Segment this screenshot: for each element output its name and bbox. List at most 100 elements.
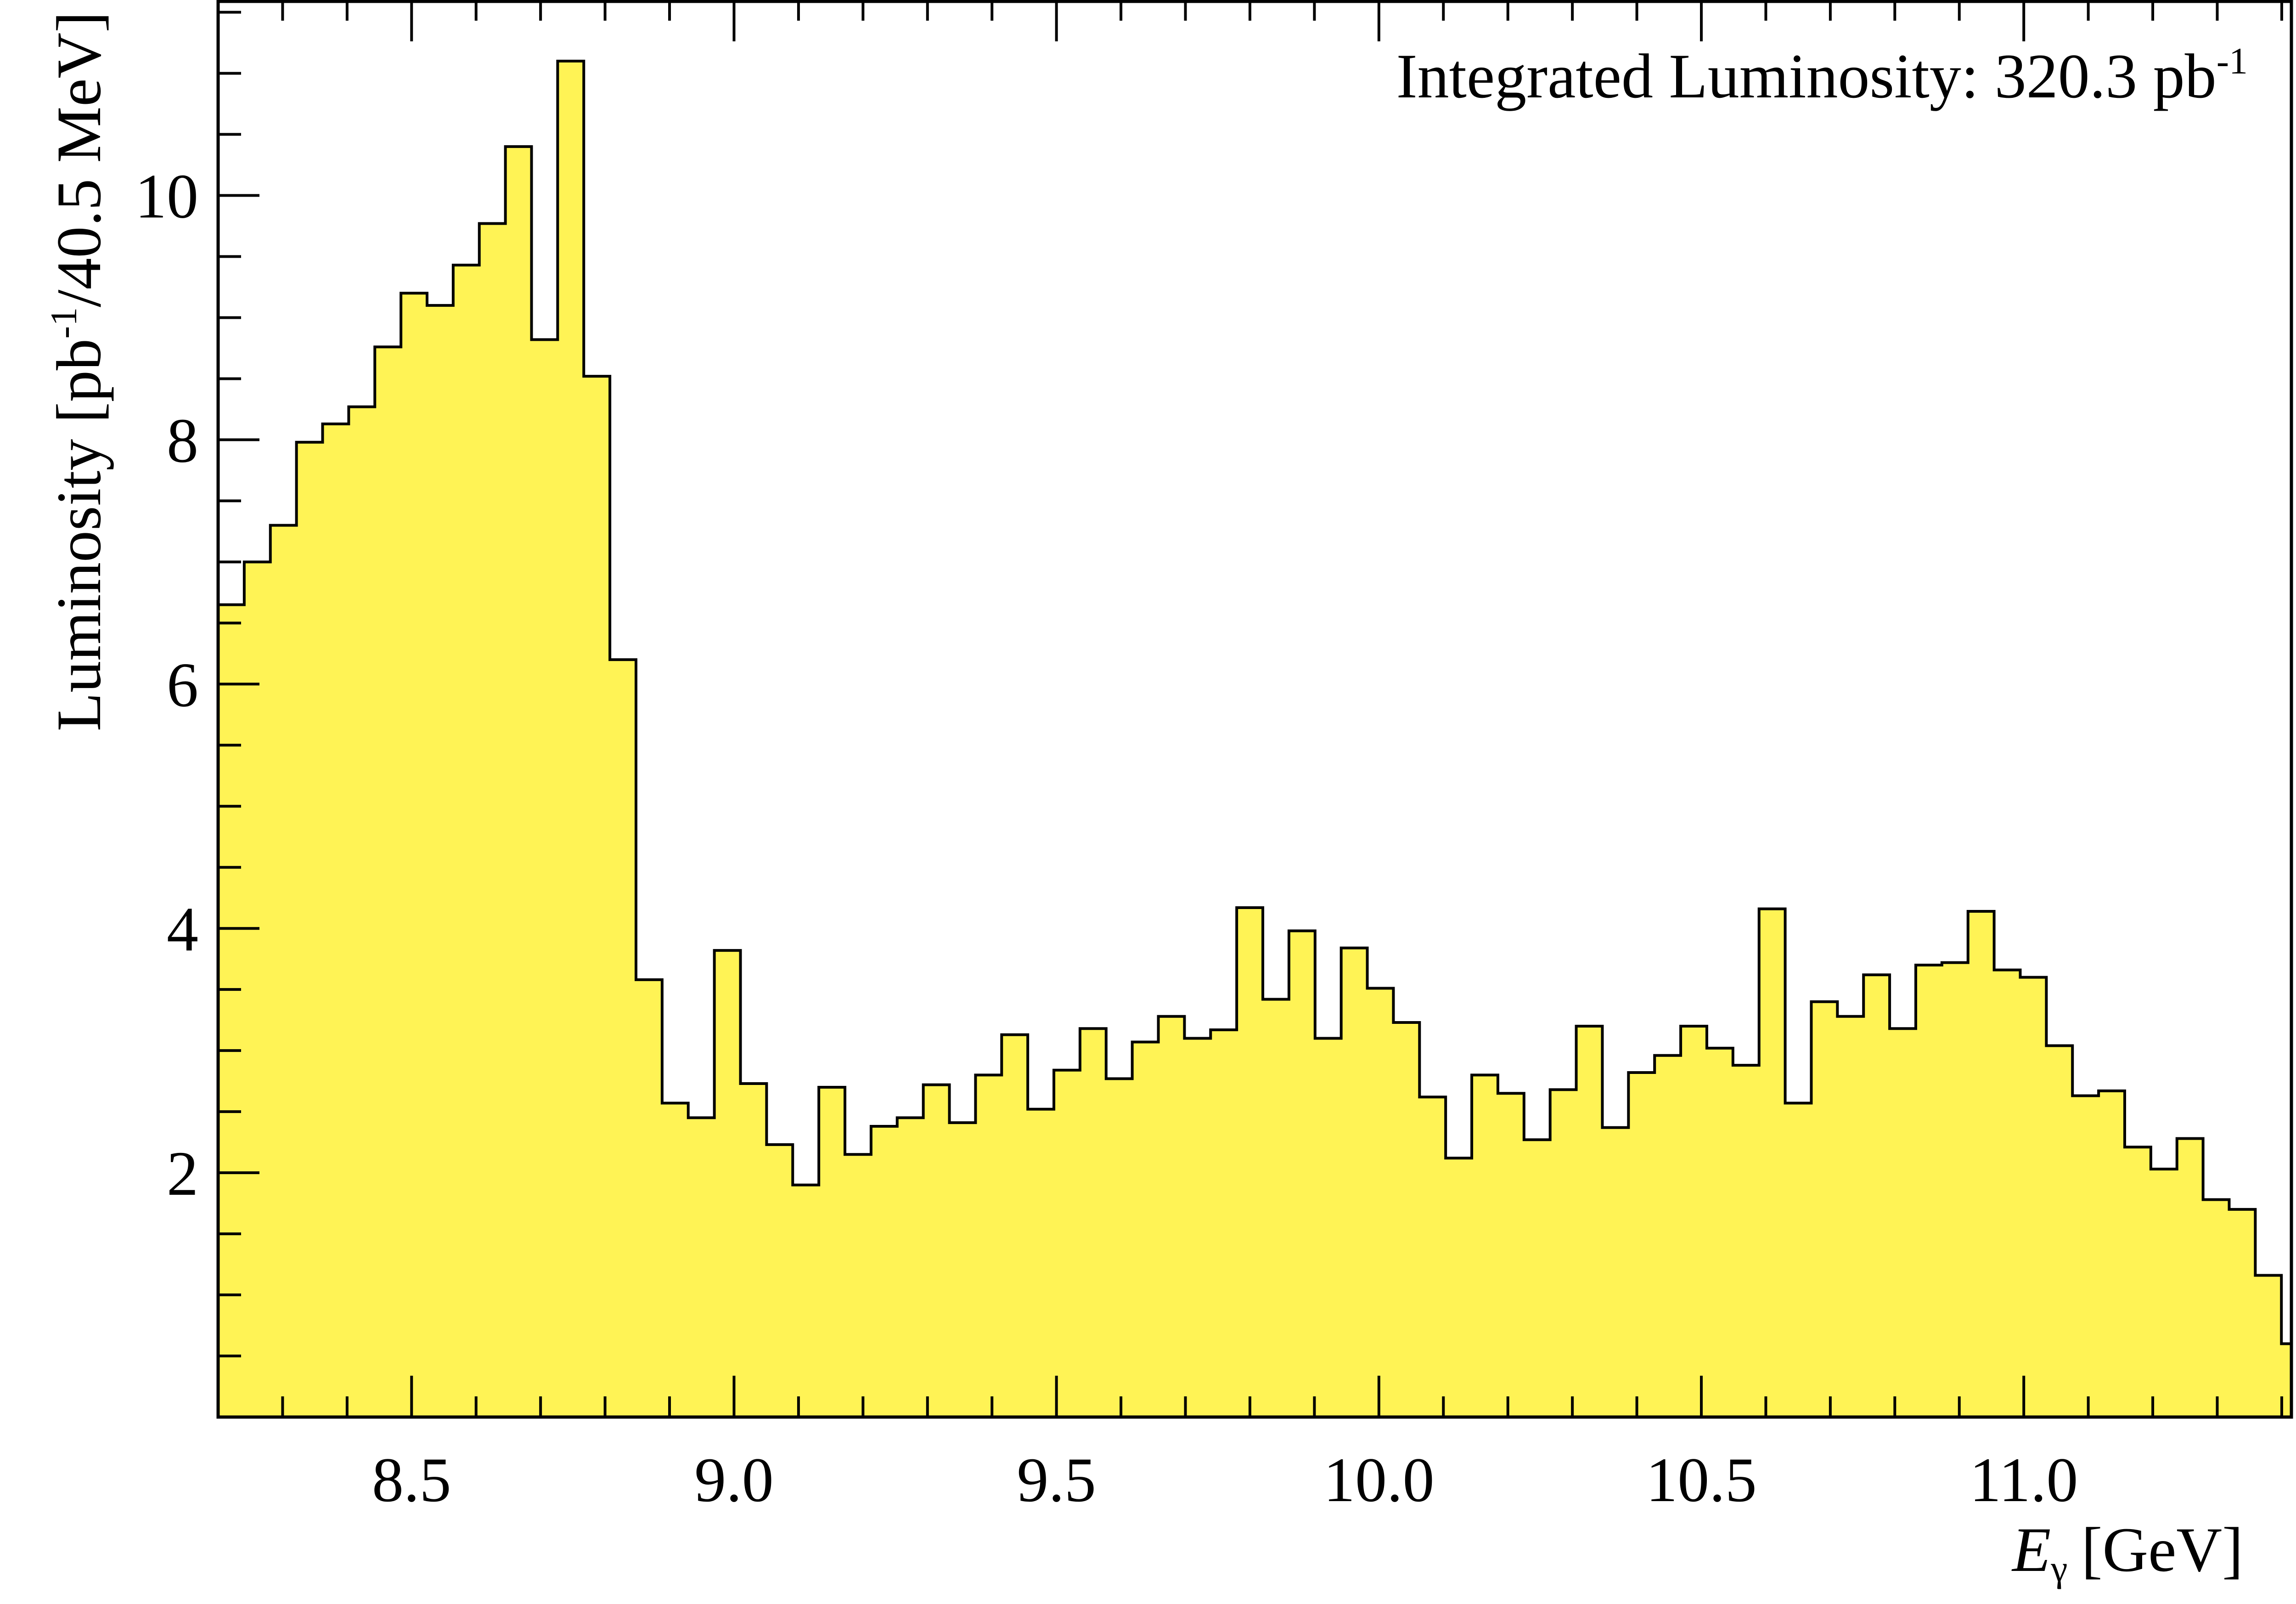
histogram-bin-26	[897, 1118, 924, 1417]
x-axis-unit: [GeV]	[2082, 1514, 2243, 1585]
histogram-bin-56	[1681, 1026, 1707, 1417]
histogram-bin-65	[1915, 965, 1942, 1417]
histogram-bin-78	[2255, 1275, 2282, 1417]
annotation-superscript: -1	[2217, 40, 2248, 82]
histogram-bin-24	[845, 1154, 872, 1417]
histogram-bin-46	[1419, 1097, 1446, 1417]
histogram-bin-63	[1863, 975, 1890, 1417]
histogram-bin-37	[1184, 1038, 1211, 1417]
histogram-bin-30	[1002, 1034, 1028, 1417]
y-tick-label: 10	[135, 161, 198, 232]
x-tick-label: 10.5	[1646, 1445, 1757, 1515]
histogram-bin-45	[1393, 1022, 1420, 1417]
histogram-bin-1	[244, 562, 271, 1417]
histogram-bin-2	[270, 525, 297, 1417]
histogram-bin-73	[2124, 1147, 2151, 1417]
histogram-bin-44	[1367, 988, 1394, 1417]
histogram-bin-67	[1968, 911, 1995, 1417]
histogram-bin-25	[871, 1126, 898, 1417]
histogram-bin-5	[349, 407, 376, 1417]
y-axis-title-post: /40.5 MeV]	[44, 11, 114, 307]
histogram-bin-54	[1628, 1073, 1655, 1417]
histogram-bin-22	[793, 1185, 819, 1417]
histogram-bin-10	[479, 223, 506, 1418]
y-tick-label: 6	[167, 650, 198, 720]
histogram-bin-12	[531, 339, 558, 1417]
x-tick-label: 11.0	[1970, 1445, 2078, 1515]
histogram-bin-3	[296, 442, 323, 1417]
x-axis-title: Eγ [GeV]	[2011, 1514, 2243, 1589]
histogram-bin-39	[1237, 907, 1263, 1417]
plot-area	[217, 59, 2292, 1418]
histogram-bin-51	[1550, 1090, 1577, 1417]
plot-frame	[216, 0, 2293, 1419]
y-tick-label: 8	[167, 405, 198, 475]
histogram-bin-48	[1472, 1075, 1498, 1417]
histogram-bin-52	[1576, 1026, 1603, 1417]
histogram-bin-77	[2229, 1209, 2256, 1417]
histogram-bin-13	[557, 61, 585, 1418]
histogram-bin-68	[1994, 970, 2021, 1417]
histogram-bin-38	[1210, 1029, 1237, 1417]
histogram-bin-61	[1811, 1001, 1838, 1417]
histogram-bin-14	[584, 376, 610, 1418]
histogram-bin-42	[1315, 1038, 1342, 1417]
histogram-bin-7	[401, 293, 428, 1417]
histogram-bin-70	[2046, 1045, 2073, 1417]
histogram-bin-58	[1733, 1065, 1760, 1417]
histogram-bin-43	[1341, 948, 1368, 1417]
x-tick-label: 10.0	[1323, 1445, 1435, 1515]
x-axis-subscript: γ	[2050, 1548, 2067, 1589]
histogram-bin-8	[427, 305, 454, 1418]
integrated-luminosity-annotation: Integrated Luminosity: 320.3 pb-1	[1396, 40, 2248, 111]
histogram-bin-57	[1706, 1048, 1733, 1417]
histogram-bin-32	[1054, 1070, 1080, 1417]
histogram-bin-72	[2099, 1090, 2125, 1417]
y-axis-title-pre: Luminosity [pb	[44, 339, 114, 731]
x-axis-symbol: E	[2011, 1514, 2051, 1585]
histogram-bin-55	[1654, 1055, 1681, 1417]
histogram-bin-62	[1837, 1016, 1864, 1417]
histogram-bin-33	[1080, 1028, 1107, 1417]
y-axis-title-sup: -1	[43, 307, 84, 339]
histogram-bin-53	[1602, 1127, 1629, 1417]
histogram-bin-36	[1158, 1016, 1185, 1417]
histogram-bin-50	[1524, 1140, 1551, 1417]
histogram-bin-23	[819, 1087, 845, 1417]
histogram-bin-34	[1106, 1079, 1133, 1417]
x-tick-label: 9.0	[694, 1445, 774, 1515]
histogram-bin-60	[1785, 1103, 1812, 1417]
axes: 8.5 9.0 9.5 10.0 10.5 11.0 2 4 6 8 10	[135, 0, 2293, 1515]
histogram-bin-0	[218, 604, 245, 1417]
histogram-bin-35	[1132, 1042, 1159, 1417]
histogram-bin-9	[453, 265, 480, 1417]
histogram-bin-11	[505, 147, 532, 1417]
histogram-bin-71	[2072, 1096, 2099, 1417]
x-tick-label: 8.5	[372, 1445, 451, 1515]
histogram-bin-21	[766, 1144, 793, 1417]
histogram-bin-75	[2177, 1138, 2204, 1417]
histogram-bin-74	[2150, 1169, 2178, 1417]
histogram-bin-29	[975, 1075, 1002, 1417]
histogram-bin-27	[923, 1084, 950, 1417]
histogram-bin-76	[2203, 1199, 2230, 1417]
labels: Integrated Luminosity: 320.3 pb-1 Eγ [GeV…	[43, 11, 2248, 1589]
histogram-bin-20	[740, 1083, 767, 1417]
histogram-bin-4	[322, 424, 349, 1417]
histogram-bin-6	[375, 347, 401, 1418]
histogram-bin-64	[1890, 1028, 1916, 1417]
y-axis-title: Luminosity [pb-1/40.5 MeV]	[43, 11, 114, 731]
histogram-bin-19	[714, 950, 741, 1417]
y-tick-label: 2	[167, 1138, 198, 1209]
histogram-bin-59	[1759, 909, 1786, 1417]
histogram-bin-40	[1263, 999, 1289, 1417]
histogram-bin-79	[2281, 1344, 2292, 1417]
histogram-bin-28	[949, 1123, 976, 1417]
histogram-outline	[217, 59, 2291, 1417]
histogram-bin-18	[688, 1118, 715, 1417]
histogram-bin-47	[1446, 1158, 1472, 1417]
x-tick-label: 9.5	[1017, 1445, 1096, 1515]
annotation-text: Integrated Luminosity: 320.3 pb	[1396, 41, 2217, 111]
y-tick-label: 4	[167, 894, 198, 964]
